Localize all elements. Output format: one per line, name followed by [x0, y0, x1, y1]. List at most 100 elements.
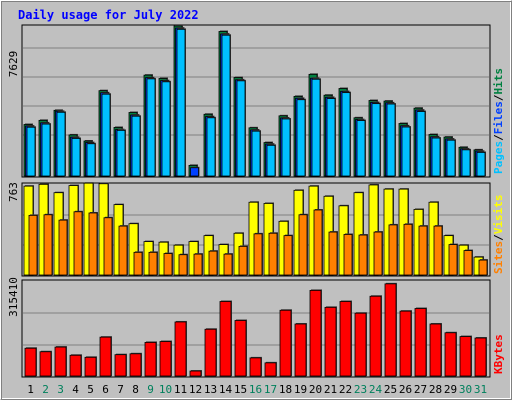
legend-sep-3: / [492, 234, 505, 241]
x-tick-label: 23 [354, 383, 367, 396]
bar-sites [418, 225, 428, 276]
bar-visits [353, 192, 364, 276]
bar-pages [101, 93, 111, 177]
bar-sites [178, 254, 188, 276]
bar-pages [326, 98, 336, 177]
legend-files: Files [492, 101, 505, 134]
bar-sites [478, 259, 488, 276]
bar-pages [41, 123, 51, 177]
bar-kbytes [369, 295, 382, 377]
kbytes-max-label: 315410 [7, 277, 20, 317]
bar-sites [28, 214, 38, 276]
bar-kbytes [69, 354, 82, 377]
bar-sites [253, 233, 263, 276]
bar-sites [358, 234, 368, 276]
bar-kbytes [339, 301, 352, 377]
bar-sites [343, 234, 353, 276]
bar-sites [208, 250, 218, 276]
x-axis-day-labels: 1 2 3 4 5 6 7 8 9 10 11 12 13 14 15 16 17 18 19 20 21 22 23 24 2… [27, 383, 487, 396]
bar-pages [86, 143, 96, 177]
bar-kbytes [144, 342, 157, 377]
bar-pages [71, 138, 81, 177]
bar-sites [88, 212, 98, 276]
bar-sites [403, 223, 413, 276]
x-tick-label: 6 [102, 383, 109, 396]
bar-pages [56, 111, 66, 177]
x-tick-label: 3 [57, 383, 64, 396]
bar-kbytes [219, 301, 232, 377]
bar-pages [461, 149, 471, 177]
bar-pages [236, 80, 246, 177]
legend-sep-2: / [492, 94, 505, 101]
bar-sites [148, 251, 158, 276]
x-tick-label: 1 [27, 383, 34, 396]
bar-pages [176, 28, 186, 177]
bar-sites [238, 245, 248, 276]
bar-sites [298, 214, 308, 276]
hits-max-label: 7629 [7, 51, 20, 78]
x-tick-label: 14 [219, 383, 233, 396]
bar-pages [131, 115, 141, 177]
bar-pages [416, 111, 426, 177]
bar-pages [251, 130, 261, 177]
bar-pages [386, 103, 396, 177]
bar-pages [281, 118, 291, 177]
bar-visits [128, 223, 139, 276]
bar-kbytes [129, 353, 142, 377]
bar-pages [446, 139, 456, 177]
legend-kbytes: KBytes [492, 334, 505, 374]
bar-kbytes [384, 283, 397, 377]
legend-pages: Pages [492, 141, 505, 174]
bar-kbytes [474, 337, 487, 377]
x-tick-label: 5 [87, 383, 94, 396]
x-tick-label: 29 [444, 383, 457, 396]
x-tick-label: 30 [459, 383, 472, 396]
bar-kbytes [24, 347, 37, 377]
bar-kbytes [414, 308, 427, 377]
bar-sites [313, 209, 323, 276]
bar-sites [448, 244, 458, 276]
bar-sites [163, 253, 173, 276]
x-tick-label: 9 [147, 383, 154, 396]
bar-pages [401, 126, 411, 177]
bar-sites [118, 225, 128, 276]
x-tick-label: 18 [279, 383, 292, 396]
bar-kbytes [114, 354, 127, 377]
bar-pages [341, 92, 351, 177]
bar-kbytes [429, 323, 442, 377]
bar-kbytes [249, 357, 262, 377]
bar-sites [373, 231, 383, 276]
x-tick-label: 27 [414, 383, 427, 396]
bar-pages [356, 120, 366, 177]
bar-pages [146, 78, 156, 177]
bar-pages [206, 117, 216, 177]
x-tick-label: 15 [234, 383, 247, 396]
bar-kbytes [444, 332, 457, 377]
bar-sites [103, 217, 113, 276]
bar-sites [463, 250, 473, 276]
bar-kbytes [84, 356, 97, 377]
bar-pages [221, 34, 231, 177]
bar-files [190, 167, 199, 177]
bar-pages [431, 137, 441, 177]
bar-kbytes [99, 336, 112, 377]
x-tick-label: 12 [189, 383, 202, 396]
x-tick-label: 17 [264, 383, 277, 396]
bar-kbytes [159, 341, 172, 377]
legend-sites: Sites [492, 241, 505, 274]
bars [23, 25, 488, 377]
bar-kbytes [174, 321, 187, 377]
x-tick-label: 26 [399, 383, 412, 396]
bar-kbytes [39, 351, 52, 377]
bar-sites [388, 224, 398, 276]
x-tick-label: 22 [339, 383, 352, 396]
bar-sites [43, 214, 53, 276]
legend-hits: Hits [492, 68, 505, 95]
bar-kbytes [204, 328, 217, 377]
x-tick-label: 24 [369, 383, 383, 396]
bar-sites [268, 232, 278, 276]
bar-kbytes [399, 310, 412, 377]
bar-pages [311, 78, 321, 177]
